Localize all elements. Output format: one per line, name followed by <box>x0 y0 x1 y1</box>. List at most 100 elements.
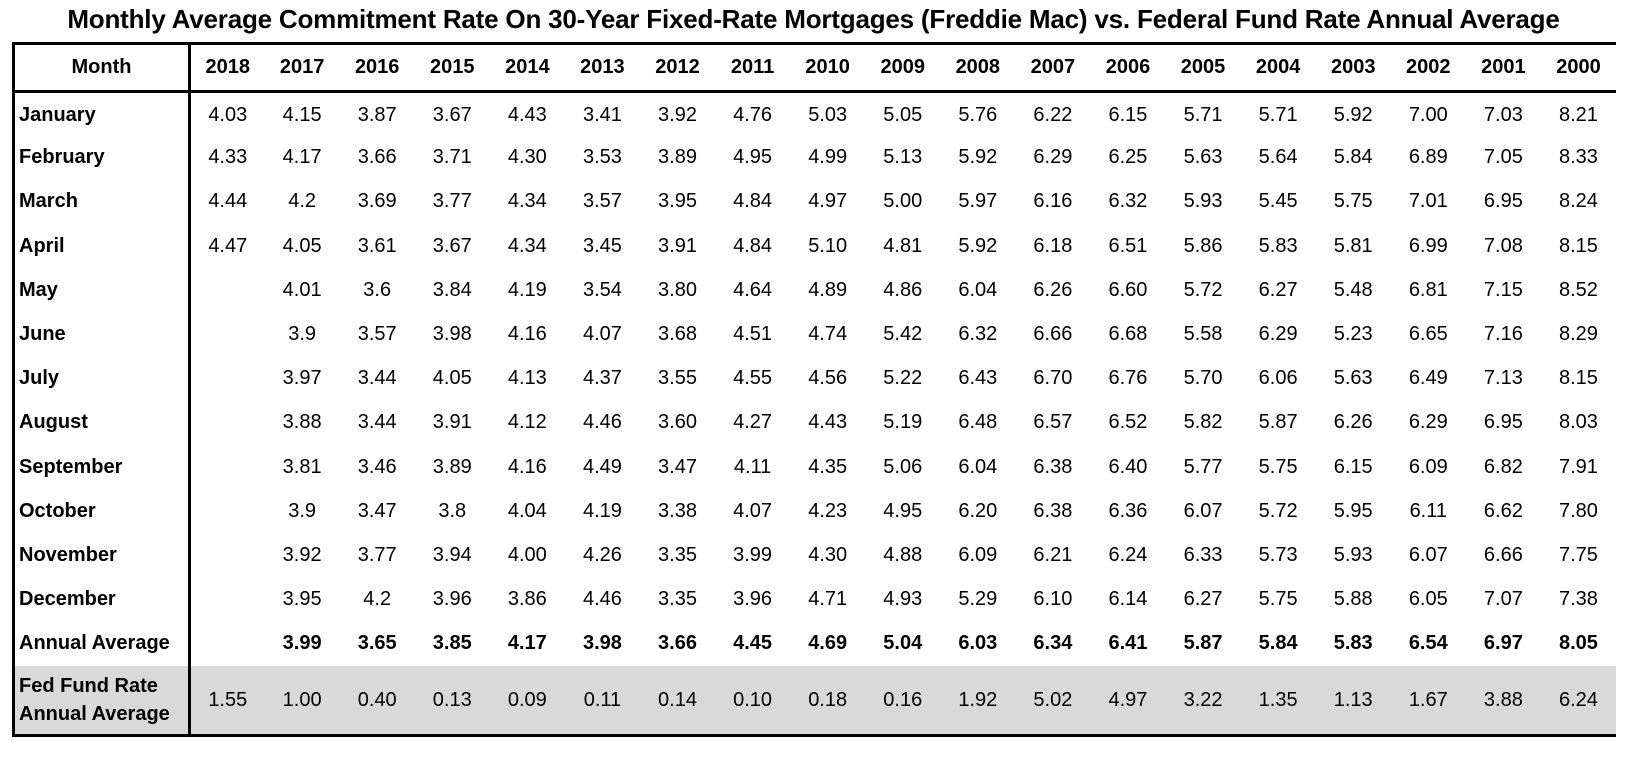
rate-cell: 3.9 <box>288 323 317 346</box>
rate-cell: 4.05 <box>282 234 322 257</box>
rate-cell: 7.07 <box>1483 588 1523 611</box>
rate-cell: 5.92 <box>958 146 998 169</box>
table-row: December 3.95 4.2 3.96 3.86 4.46 3.35 3.96 4.71 4… <box>12 577 1617 622</box>
rate-cell: 4.12 <box>507 411 547 434</box>
row-label: May <box>12 268 191 313</box>
rate-cell: 4.00 <box>507 543 547 566</box>
rate-cell: 3.94 <box>432 543 472 566</box>
rate-cell: 3.65 <box>357 632 397 655</box>
year-header: 2006 <box>1090 42 1166 93</box>
rate-cell: 5.92 <box>958 234 998 257</box>
chart-title: Monthly Average Commitment Rate On 30-Ye… <box>67 4 1560 34</box>
rate-cell: 6.95 <box>1483 190 1523 213</box>
row-label: December <box>12 577 191 622</box>
rate-cell: 3.44 <box>357 367 397 390</box>
row-label: January <box>12 91 191 136</box>
row-label: June <box>12 312 191 357</box>
rate-cell: 6.26 <box>1333 411 1373 434</box>
rate-cell: 3.8 <box>438 499 467 522</box>
rate-cell: 6.60 <box>1108 278 1148 301</box>
rate-cell: 3.47 <box>658 455 697 478</box>
rate-cell: 4.64 <box>733 278 773 301</box>
rate-cell: 6.57 <box>1033 411 1073 434</box>
rate-cell: 4.26 <box>582 543 622 566</box>
rate-cell: 6.09 <box>958 543 998 566</box>
rate-cell: 4.07 <box>582 323 622 346</box>
rate-cell <box>190 445 265 489</box>
rate-cell: 3.96 <box>432 588 472 611</box>
fed-fund-rate-row: Fed Fund Rate Annual Average 1.55 1.00 0.40… <box>12 665 1616 738</box>
rate-cell: 0.16 <box>865 665 941 738</box>
rate-cell: 5.63 <box>1183 146 1223 169</box>
rate-cell: 6.10 <box>1033 588 1073 611</box>
rate-cell: 8.29 <box>1558 323 1598 346</box>
rate-cell: 7.38 <box>1558 588 1598 611</box>
rate-cell: 6.38 <box>1033 455 1073 478</box>
rate-cell: 6.52 <box>1108 411 1148 434</box>
year-header: 2002 <box>1390 42 1466 93</box>
rate-cell: 5.75 <box>1333 190 1373 213</box>
rate-cell: 4.33 <box>208 146 248 169</box>
rate-cell: 8.03 <box>1558 411 1598 434</box>
rate-cell: 8.33 <box>1558 146 1598 169</box>
year-header: 2014 <box>489 42 565 93</box>
rate-cell: 3.54 <box>582 278 622 301</box>
rate-cell: 5.84 <box>1258 632 1298 655</box>
table-row: November 3.92 3.77 3.94 4.00 4.26 3.35 3.99 4.30… <box>12 533 1617 578</box>
rate-cell: 6.18 <box>1033 234 1073 257</box>
rate-cell: 5.42 <box>883 323 923 346</box>
rate-cell: 5.72 <box>1258 499 1298 522</box>
rate-cell: 3.38 <box>658 499 697 522</box>
table-row: August 3.88 3.44 3.91 4.12 4.46 3.60 4.27 4.43 5.… <box>12 400 1617 445</box>
rate-cell: 4.05 <box>432 367 472 390</box>
rate-cell: 4.2 <box>363 588 392 611</box>
rate-cell: 3.92 <box>282 543 322 566</box>
rate-cell: 4.07 <box>733 499 773 522</box>
rate-cell: 5.83 <box>1258 234 1298 257</box>
rate-cell: 4.46 <box>582 588 622 611</box>
rate-cell <box>190 489 265 533</box>
rate-cell: 7.16 <box>1483 323 1523 346</box>
rate-cell: 7.80 <box>1558 499 1598 522</box>
rate-cell: 6.66 <box>1033 323 1073 346</box>
rate-cell: 5.73 <box>1258 543 1298 566</box>
rate-cell <box>190 357 265 401</box>
rate-cell: 4.01 <box>282 278 322 301</box>
rate-cell: 6.04 <box>958 455 998 478</box>
row-label: Annual Average <box>12 621 191 666</box>
rate-cell: 5.06 <box>883 455 923 478</box>
rate-cell: 3.57 <box>582 190 622 213</box>
rate-cell: 3.22 <box>1165 665 1241 738</box>
rates-table: Month 2018 2017 2016 2015 2014 2013 2012 2011 20… <box>12 42 1617 738</box>
rate-cell: 3.99 <box>733 543 773 566</box>
rate-cell: 3.69 <box>357 190 397 213</box>
year-header: 2000 <box>1540 42 1616 93</box>
rate-cell: 5.84 <box>1333 146 1373 169</box>
rate-cell: 5.05 <box>883 103 923 126</box>
rate-cell: 8.21 <box>1558 103 1598 126</box>
rate-cell: 3.91 <box>658 234 697 257</box>
rate-cell: 8.05 <box>1558 632 1598 655</box>
rate-cell: 3.57 <box>357 323 397 346</box>
rate-cell: 7.01 <box>1408 190 1448 213</box>
rate-cell: 3.88 <box>1465 665 1541 738</box>
rate-cell: 4.30 <box>507 146 547 169</box>
rate-cell: 6.49 <box>1408 367 1448 390</box>
rate-cell: 4.76 <box>733 103 773 126</box>
rate-cell: 3.53 <box>582 146 622 169</box>
rate-cell: 6.89 <box>1408 146 1448 169</box>
rate-cell: 6.15 <box>1108 103 1148 126</box>
rate-cell: 4.44 <box>208 190 248 213</box>
rate-cell: 6.41 <box>1108 632 1148 655</box>
rate-cell: 6.48 <box>958 411 998 434</box>
rate-cell: 4.17 <box>282 146 322 169</box>
rate-cell: 7.00 <box>1408 103 1448 126</box>
rate-cell: 6.51 <box>1108 234 1148 257</box>
rate-cell: 5.19 <box>883 411 923 434</box>
rate-cell: 3.77 <box>432 190 472 213</box>
rate-cell: 5.77 <box>1183 455 1223 478</box>
rate-cell: 3.77 <box>357 543 397 566</box>
rate-cell: 3.98 <box>432 323 472 346</box>
year-header: 2013 <box>564 42 640 93</box>
row-label: July <box>12 356 191 401</box>
